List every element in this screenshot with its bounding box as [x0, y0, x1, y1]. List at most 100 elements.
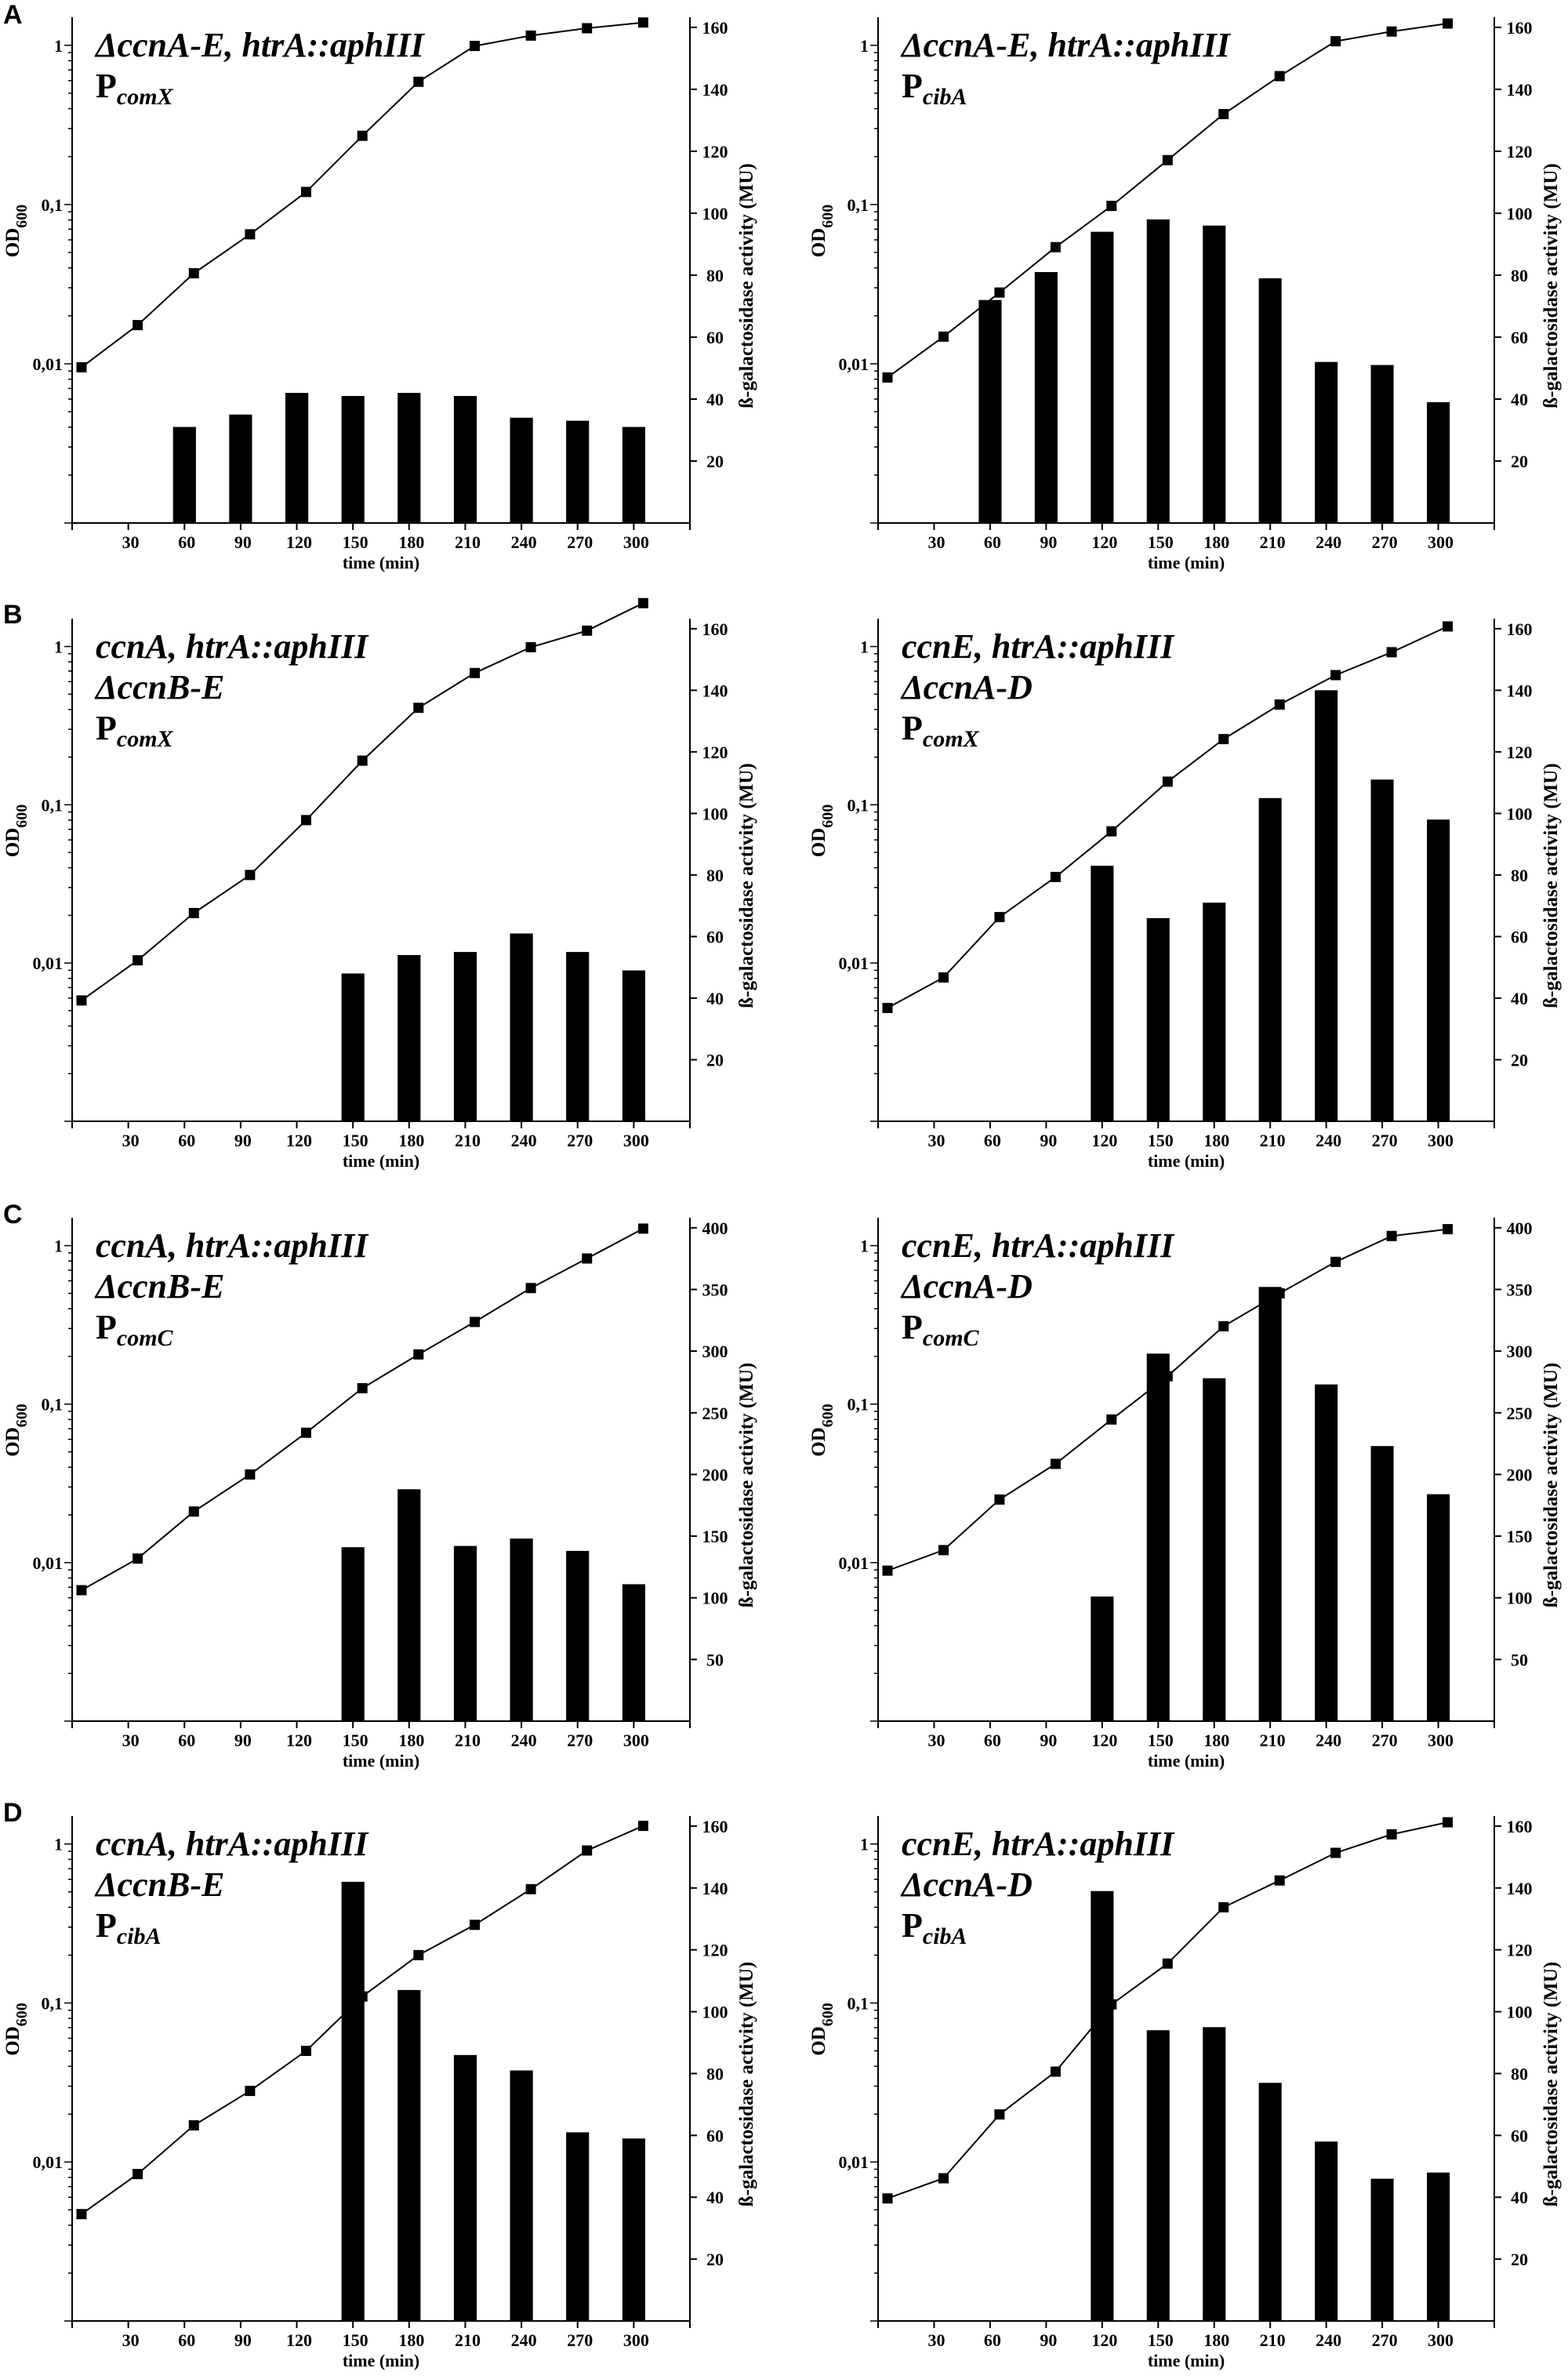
activity-bar	[1427, 401, 1450, 523]
activity-bar	[453, 396, 477, 523]
od-point	[1274, 699, 1285, 710]
od-point	[525, 30, 536, 41]
x-tick-label: 150	[343, 2330, 368, 2350]
genotype-label: ΔccnA-E, htrA::aphIII	[900, 26, 1232, 64]
right-tick-label: 140	[702, 80, 728, 100]
right-tick-label: 250	[702, 1404, 728, 1423]
od-point	[938, 1545, 949, 1556]
left-axis-title-main: OD	[2, 2026, 24, 2056]
promoter-label-main: P	[96, 1308, 117, 1346]
right-tick-label: 40	[1511, 989, 1528, 1008]
activity-bar	[510, 2070, 533, 2321]
promoter-label-main: P	[96, 1906, 117, 1945]
right-tick-label: 20	[706, 2250, 724, 2269]
promoter-label-main: P	[96, 67, 117, 105]
right-tick-label: 140	[1507, 80, 1533, 100]
x-tick-label: 120	[1091, 1131, 1117, 1150]
promoter-label-sub: comC	[923, 1325, 980, 1351]
activity-bar	[566, 420, 590, 523]
od-point	[882, 1565, 893, 1576]
genotype-label: ccnA, htrA::aphIII	[96, 1825, 369, 1863]
chart-D-left: 30 60 90 120 150 180 210 240 270 300 time (min) 1 0,…	[2, 1816, 757, 2370]
promoter-label-sub: cibA	[923, 84, 967, 110]
left-axis-title-sub: 600	[819, 805, 837, 828]
od-point	[637, 17, 648, 28]
right-tick-label: 100	[1507, 2003, 1533, 2022]
od-point	[1386, 1230, 1397, 1241]
od-point	[1386, 1829, 1397, 1840]
promoter-label-sub: cibA	[117, 1923, 162, 1949]
right-tick-label: 80	[706, 2064, 724, 2083]
od-point	[1050, 871, 1061, 882]
od-point	[1162, 776, 1173, 787]
panel-letter-c: C	[3, 1200, 23, 1229]
chart-C-left: 30 60 90 120 150 180 210 240 270 300 time (min) 1 0,…	[2, 1218, 757, 1771]
genotype-label: ΔccnA-E, htrA::aphIII	[94, 26, 426, 64]
left-tick-label: 0,1	[848, 1395, 869, 1415]
x-tick-label: 180	[1203, 1131, 1229, 1150]
activity-bar	[622, 970, 645, 1121]
left-tick-label: 1	[54, 36, 63, 56]
x-tick-label: 90	[234, 532, 252, 552]
od-point	[470, 1920, 480, 1930]
activity-bar	[1203, 2027, 1226, 2321]
x-tick-label: 60	[984, 1131, 1001, 1150]
left-tick-label: 0,1	[848, 195, 869, 215]
od-point	[582, 1845, 593, 1856]
activity-bar	[566, 1550, 590, 1721]
x-tick-label: 150	[343, 1131, 368, 1150]
panel-letter-d: D	[3, 1798, 23, 1828]
x-tick-label: 120	[286, 2330, 312, 2350]
x-tick-label: 60	[178, 1131, 195, 1150]
right-tick-label: 400	[702, 1219, 728, 1238]
od-point	[994, 287, 1005, 298]
genotype-label: ccnA, htrA::aphIII	[96, 627, 369, 666]
chart-C-right: 30 60 90 120 150 180 210 240 270 300 time (min) 1 0,…	[808, 1218, 1562, 1771]
left-tick-label: 0,01	[839, 1553, 869, 1573]
activity-bar	[1258, 797, 1282, 1121]
od-point	[470, 41, 480, 52]
chart-A-left: 30 60 90 120 150 180 210 240 270 300 time (min) 1 0,…	[2, 17, 757, 572]
od-point	[1330, 670, 1341, 681]
left-axis-title: OD600	[2, 2003, 31, 2056]
x-tick-label: 300	[1428, 1731, 1454, 1750]
od-point	[301, 2046, 311, 2056]
od-point	[413, 76, 424, 87]
activity-bar	[397, 1489, 421, 1721]
od-point	[245, 870, 256, 881]
right-tick-label: 120	[1507, 142, 1533, 162]
right-tick-label: 50	[706, 1650, 724, 1669]
od-point	[470, 667, 480, 678]
activity-bar	[1091, 866, 1114, 1121]
x-tick-label: 60	[178, 532, 195, 552]
x-axis-title: time (min)	[1148, 1751, 1225, 1771]
od-point	[1274, 1288, 1285, 1298]
right-tick-label: 40	[1511, 2188, 1528, 2207]
x-tick-label: 270	[1372, 1731, 1398, 1750]
od-point	[1106, 1414, 1117, 1425]
x-tick-label: 30	[927, 1131, 945, 1150]
od-point	[637, 1821, 648, 1832]
activity-bar	[510, 933, 533, 1121]
right-tick-label: 20	[1511, 2250, 1528, 2269]
promoter-label: PcomX	[902, 709, 980, 752]
od-point	[582, 625, 593, 636]
left-axis-title-sub: 600	[13, 205, 31, 228]
activity-bar	[622, 1584, 645, 1721]
x-tick-label: 120	[286, 532, 312, 552]
od-point	[1218, 1320, 1229, 1331]
od-point	[76, 361, 87, 372]
od-point	[188, 2120, 199, 2130]
activity-bar	[229, 414, 252, 523]
left-tick-label: 0,1	[848, 795, 869, 815]
od-point	[76, 1585, 87, 1596]
right-axis-title: ß-galactosidase activity (MU)	[1541, 1363, 1562, 1607]
activity-bar	[341, 973, 365, 1121]
od-point	[525, 1283, 536, 1294]
activity-bar	[566, 2132, 590, 2321]
x-tick-label: 210	[455, 2330, 481, 2350]
right-tick-label: 120	[702, 743, 728, 762]
od-point	[1106, 1999, 1117, 2010]
